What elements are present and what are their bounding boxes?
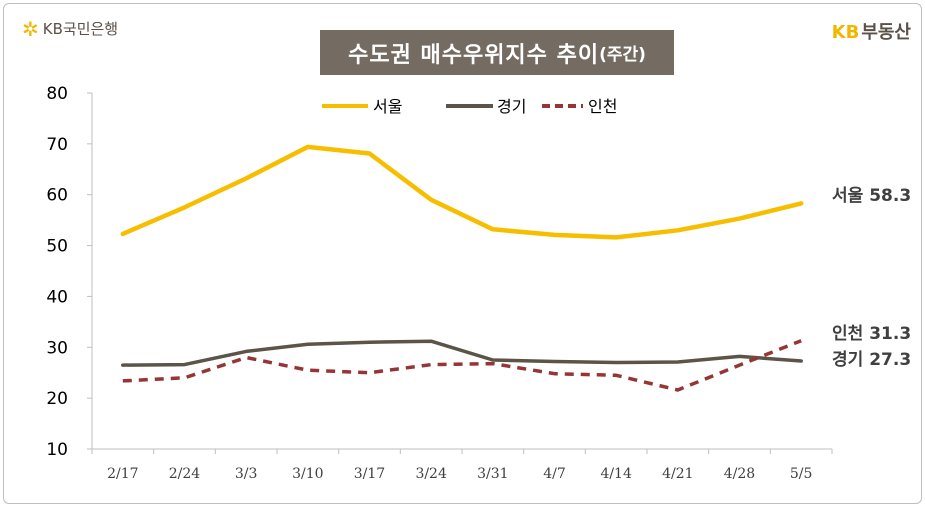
- end-label-서울: 서울 58.3: [832, 186, 911, 206]
- kb-real-estate-text: 부동산: [861, 22, 911, 43]
- end-label-인천: 인천 31.3: [832, 324, 911, 344]
- series-line-인천: [122, 339, 802, 392]
- chart-frame: [3, 3, 922, 504]
- chart-title: 수도권 매수우위지수 추이: [348, 42, 600, 68]
- chart-title-suffix: (주간): [599, 45, 646, 65]
- y-tick-label: 20: [46, 389, 68, 409]
- legend-label-인천: 인천: [588, 97, 617, 116]
- x-tick-label: 4/21: [662, 466, 693, 482]
- kb-kookmin-bank-text: KB국민은행: [42, 20, 119, 38]
- chart-title-box: 수도권 매수우위지수 추이 (주간): [320, 30, 674, 75]
- legend-label-경기: 경기: [497, 97, 526, 116]
- x-tick-label: 3/24: [415, 466, 447, 482]
- x-tick-label: 2/24: [169, 466, 201, 482]
- kb-kookmin-bank-logo: ✲ KB국민은행: [22, 18, 118, 39]
- series-line-서울: [120, 144, 804, 240]
- y-tick-label: 80: [46, 84, 68, 104]
- x-tick-label: 4/28: [724, 466, 755, 482]
- y-tick-label: 40: [46, 287, 68, 307]
- legend-label-서울: 서울: [373, 97, 402, 116]
- x-tick-label: 2/17: [107, 466, 138, 482]
- kb-real-estate-logo: KB 부동산: [832, 18, 911, 44]
- x-tick-label: 3/3: [235, 466, 258, 482]
- x-tick-label: 3/10: [292, 466, 323, 482]
- kb-star-icon: ✲: [22, 16, 39, 41]
- end-label-경기: 경기 27.3: [832, 350, 911, 370]
- x-tick-label: 5/5: [790, 466, 813, 482]
- y-tick-label: 70: [46, 135, 68, 155]
- y-tick-label: 60: [46, 186, 68, 206]
- kb-real-estate-kb: KB: [831, 22, 860, 43]
- x-tick-label: 3/31: [477, 466, 508, 482]
- y-tick-label: 30: [46, 338, 68, 358]
- y-tick-label: 50: [46, 237, 68, 257]
- series-line-경기: [121, 339, 803, 367]
- x-tick-label: 4/7: [543, 466, 566, 482]
- x-tick-label: 4/14: [600, 466, 632, 482]
- y-tick-label: 10: [46, 440, 68, 460]
- x-tick-label: 3/17: [354, 466, 385, 482]
